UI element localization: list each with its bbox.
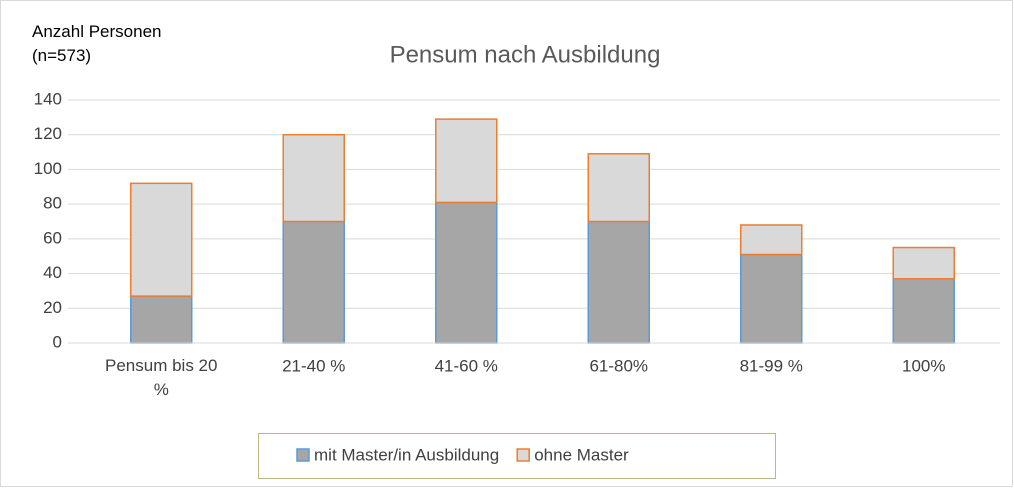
bar-segment — [130, 295, 193, 344]
chart-title: Pensum nach Ausbildung — [390, 41, 661, 68]
bar-segment — [892, 278, 955, 344]
x-tick-label: 100% — [902, 356, 945, 375]
bar-segment — [435, 118, 498, 204]
y-tick-label: 60 — [43, 228, 62, 247]
bar-segment — [282, 220, 345, 344]
x-tick-label: Pensum bis 20% — [105, 356, 217, 399]
legend-label: mit Master/in Ausbildung — [314, 445, 499, 464]
legend-box — [258, 433, 776, 479]
bar-segment — [587, 153, 650, 223]
bar-segment — [740, 224, 803, 256]
bar-segment — [587, 220, 650, 344]
y-tick-label: 120 — [34, 124, 62, 143]
legend-label: ohne Master — [534, 445, 629, 464]
legend-swatch — [296, 448, 310, 462]
x-tick-label: 41-60 % — [435, 356, 498, 375]
x-tick-label: 21-40 % — [282, 356, 345, 375]
y-tick-label: 80 — [43, 194, 62, 213]
x-tick-label: 61-80% — [589, 356, 648, 375]
legend-swatch — [516, 448, 530, 462]
bar-segment — [282, 133, 345, 223]
y-tick-label: 100 — [34, 159, 62, 178]
y-tick-label: 140 — [34, 89, 62, 108]
bar-segment — [740, 253, 803, 344]
y-tick-label: 0 — [53, 332, 62, 351]
bar-segment — [435, 201, 498, 344]
y-axis-label: Anzahl Personen (n=573) — [32, 22, 162, 65]
x-tick-label: 81-99 % — [740, 356, 803, 375]
bar-segment — [130, 182, 193, 297]
bar-segment — [892, 246, 955, 280]
y-tick-label: 20 — [43, 298, 62, 317]
y-tick-label: 40 — [43, 263, 62, 282]
